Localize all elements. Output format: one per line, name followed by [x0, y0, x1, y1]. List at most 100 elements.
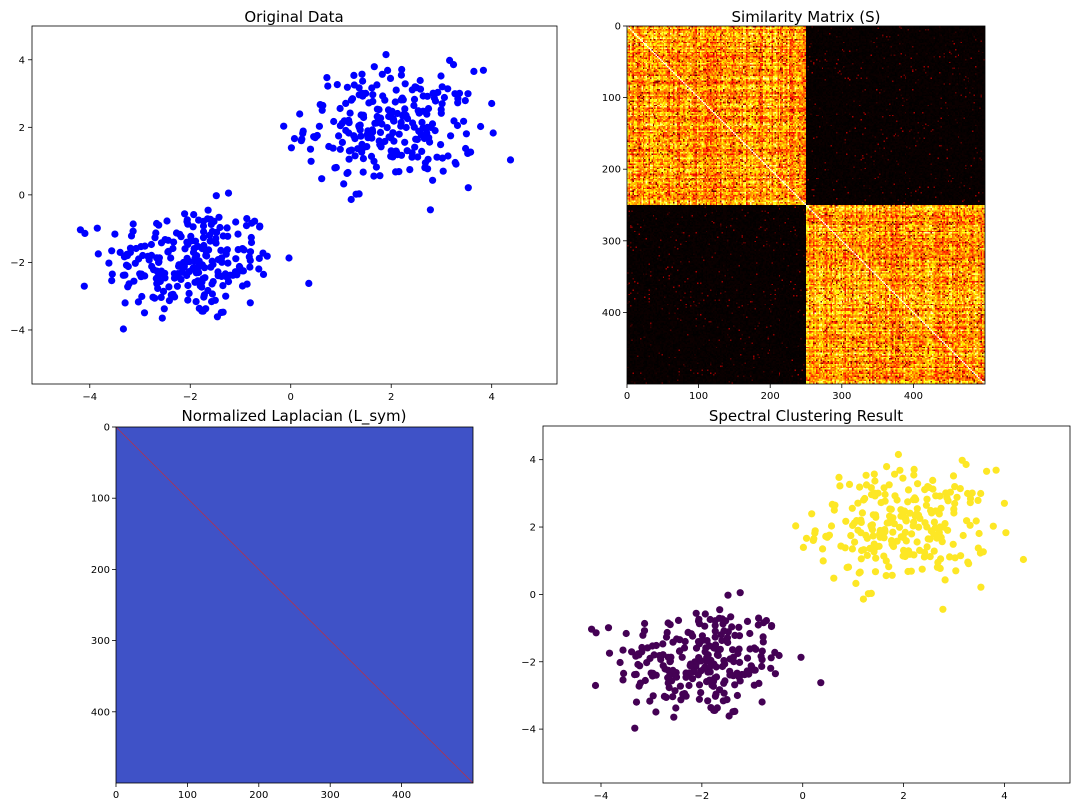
original-data-ytick-label: 2 — [19, 123, 25, 134]
cluster-point — [836, 482, 844, 490]
data-point — [212, 239, 220, 247]
data-point — [340, 117, 348, 125]
data-point — [388, 107, 396, 115]
cluster-point — [880, 552, 888, 560]
cluster-point — [1002, 529, 1010, 537]
cluster-point — [632, 698, 641, 706]
cluster-point — [670, 713, 678, 721]
data-point — [219, 282, 227, 290]
original-data-xtick-label: 4 — [489, 392, 495, 403]
cluster-point — [716, 645, 724, 653]
data-point — [219, 308, 227, 316]
data-point — [224, 278, 233, 286]
cluster-point — [852, 579, 860, 588]
cluster-point — [901, 528, 909, 537]
data-point — [488, 99, 496, 108]
data-point — [167, 254, 175, 262]
data-point — [417, 131, 425, 139]
cluster-point — [743, 654, 752, 662]
panel-spectral-result: Spectral Clustering Result −4 −2 0 2 4 −4 −2 0 2… — [521, 407, 1071, 802]
data-point — [255, 254, 263, 262]
data-point — [148, 262, 156, 270]
cluster-point — [671, 687, 679, 695]
data-point — [313, 131, 321, 140]
cluster-point — [938, 538, 946, 546]
cluster-point — [711, 627, 719, 635]
cluster-point — [939, 605, 947, 613]
data-point — [426, 206, 434, 214]
cluster-point — [923, 543, 931, 551]
cluster-point — [686, 662, 694, 670]
similarity-matrix-xtick-label: 300 — [832, 391, 851, 402]
cluster-point — [848, 504, 856, 512]
data-point — [306, 145, 315, 153]
original-data-ytick-label: 4 — [19, 55, 25, 66]
data-point — [426, 138, 434, 146]
cluster-point — [592, 629, 600, 637]
cluster-point — [687, 630, 695, 638]
data-point — [185, 289, 193, 297]
data-point — [419, 107, 427, 115]
cluster-point — [983, 467, 991, 475]
data-point — [350, 71, 358, 79]
cluster-point — [979, 548, 987, 556]
cluster-point — [974, 544, 982, 552]
laplacian-ytick-label: 200 — [91, 565, 110, 576]
cluster-point — [605, 649, 614, 657]
data-point — [205, 246, 213, 254]
cluster-point — [915, 523, 923, 531]
data-point — [401, 138, 409, 146]
data-point — [183, 254, 191, 262]
data-point — [388, 114, 397, 122]
data-point — [190, 211, 198, 219]
cluster-point — [711, 633, 719, 641]
data-point — [246, 263, 254, 271]
cluster-point — [665, 672, 674, 680]
cluster-point — [894, 450, 903, 459]
data-point — [204, 206, 212, 214]
data-point — [151, 294, 159, 302]
cluster-point — [717, 631, 725, 639]
cluster-point — [797, 653, 805, 661]
data-point — [376, 172, 384, 180]
cluster-point — [662, 693, 670, 702]
cluster-point — [648, 642, 657, 650]
similarity-matrix-ytick-label: 200 — [602, 165, 621, 176]
cluster-point — [716, 606, 724, 614]
data-point — [176, 230, 184, 238]
cluster-point — [715, 614, 723, 622]
cluster-point — [870, 548, 878, 556]
data-point — [185, 268, 193, 276]
data-point — [285, 254, 293, 262]
data-point — [389, 129, 397, 137]
data-point — [438, 83, 446, 91]
similarity-matrix-ytick-label: 100 — [602, 93, 621, 104]
laplacian-xtick-label: 0 — [113, 790, 119, 801]
cluster-point — [977, 489, 985, 498]
data-point — [287, 144, 295, 152]
cluster-point — [736, 658, 744, 667]
data-point — [223, 224, 231, 232]
cluster-point — [634, 660, 642, 669]
cluster-point — [926, 553, 934, 561]
data-point — [222, 292, 230, 300]
data-point — [397, 118, 405, 127]
cluster-point — [705, 677, 713, 685]
data-point — [373, 81, 381, 89]
cluster-point — [951, 499, 959, 508]
data-point — [418, 118, 426, 126]
spectral-result-ytick-label: 2 — [530, 523, 536, 534]
cluster-point — [733, 691, 742, 700]
cluster-point — [771, 648, 779, 657]
data-point — [347, 146, 356, 154]
cluster-point — [941, 576, 949, 584]
cluster-point — [672, 704, 680, 712]
spectral-result-xtick-label: 4 — [1001, 791, 1007, 802]
cluster-point — [694, 617, 703, 625]
cluster-point — [771, 670, 780, 678]
cluster-point — [628, 648, 636, 656]
cluster-point — [943, 494, 951, 502]
data-point — [259, 270, 268, 278]
cluster-point — [718, 662, 727, 671]
similarity-matrix-axes: 0 100 200 300 400 0 100 200 300 400 — [602, 22, 923, 403]
